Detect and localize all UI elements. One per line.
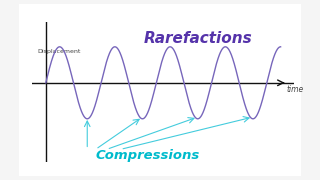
FancyBboxPatch shape <box>19 4 301 176</box>
Text: Compressions: Compressions <box>96 149 200 162</box>
Text: Displacement: Displacement <box>37 49 81 54</box>
Text: Rarefactions: Rarefactions <box>143 31 252 46</box>
Text: time: time <box>286 85 303 94</box>
